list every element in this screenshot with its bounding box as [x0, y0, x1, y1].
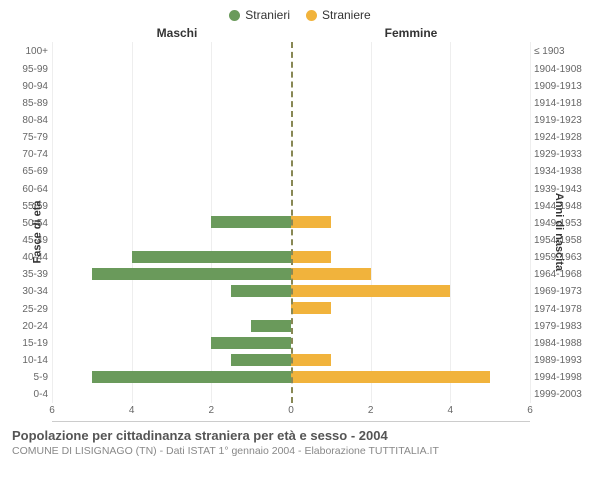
bar-female: [291, 371, 490, 383]
x-axis-ticks: 6 4 2 0 2 4 6: [52, 405, 530, 421]
center-line: [291, 42, 293, 403]
legend-label-female: Straniere: [322, 8, 371, 22]
header-female: Femmine: [294, 26, 588, 40]
year-tick: 1909-1913: [534, 79, 588, 95]
population-pyramid-chart: Stranieri Straniere Maschi Femmine Fasce…: [0, 0, 600, 500]
legend-swatch-female: [306, 10, 317, 21]
age-tick: 5-9: [12, 370, 48, 386]
age-tick: 80-84: [12, 113, 48, 129]
legend-item-female: Straniere: [306, 8, 371, 22]
x-tick: 6: [527, 405, 533, 416]
age-tick: 100+: [12, 44, 48, 60]
bar-male: [211, 216, 291, 228]
year-tick: 1984-1988: [534, 336, 588, 352]
year-tick: 1924-1928: [534, 130, 588, 146]
year-tick: 1999-2003: [534, 387, 588, 403]
y-axis-label-right: Anni di nascita: [553, 193, 565, 271]
x-tick: 2: [209, 405, 215, 416]
age-tick: 25-29: [12, 302, 48, 318]
bar-male: [211, 337, 291, 349]
year-tick: 1934-1938: [534, 164, 588, 180]
age-tick: 90-94: [12, 79, 48, 95]
year-tick: 1969-1973: [534, 284, 588, 300]
year-tick: 1904-1908: [534, 62, 588, 78]
bar-male: [231, 285, 291, 297]
bar-male: [132, 251, 291, 263]
bar-female: [291, 216, 331, 228]
x-tick: 4: [129, 405, 135, 416]
year-tick: 1994-1998: [534, 370, 588, 386]
bar-male: [251, 320, 291, 332]
year-tick: 1919-1923: [534, 113, 588, 129]
chart-title: Popolazione per cittadinanza straniera p…: [12, 428, 588, 443]
age-tick: 35-39: [12, 267, 48, 283]
legend-label-male: Stranieri: [245, 8, 290, 22]
bar-female: [291, 354, 331, 366]
bar-female: [291, 268, 371, 280]
year-tick: 1914-1918: [534, 96, 588, 112]
legend-swatch-male: [229, 10, 240, 21]
x-tick: 2: [368, 405, 374, 416]
bar-female: [291, 251, 331, 263]
year-tick: 1989-1993: [534, 353, 588, 369]
header-male: Maschi: [12, 26, 294, 40]
age-tick: 95-99: [12, 62, 48, 78]
year-tick: 1974-1978: [534, 302, 588, 318]
bars-area: 6 4 2 0 2 4 6: [52, 42, 530, 422]
age-tick: 65-69: [12, 164, 48, 180]
age-tick: 75-79: [12, 130, 48, 146]
year-tick: ≤ 1903: [534, 44, 588, 60]
year-tick: 1929-1933: [534, 147, 588, 163]
age-tick: 30-34: [12, 284, 48, 300]
x-tick: 4: [448, 405, 454, 416]
column-headers: Maschi Femmine: [12, 26, 588, 40]
legend-item-male: Stranieri: [229, 8, 290, 22]
bar-female: [291, 302, 331, 314]
age-tick: 60-64: [12, 182, 48, 198]
grid-line: [530, 42, 531, 403]
bar-male: [92, 268, 291, 280]
x-tick: 0: [288, 405, 294, 416]
chart-footer: Popolazione per cittadinanza straniera p…: [12, 428, 588, 457]
legend: Stranieri Straniere: [12, 8, 588, 22]
bar-male: [231, 354, 291, 366]
plot-area: Fasce di età 100+ 95-9990-9485-8980-8475-…: [12, 42, 588, 422]
bar-female: [291, 285, 450, 297]
x-tick: 6: [49, 405, 55, 416]
age-tick: 10-14: [12, 353, 48, 369]
chart-source: COMUNE DI LISIGNAGO (TN) - Dati ISTAT 1°…: [12, 445, 588, 457]
age-tick: 20-24: [12, 319, 48, 335]
bar-male: [92, 371, 291, 383]
age-tick: 15-19: [12, 336, 48, 352]
age-tick: 0-4: [12, 387, 48, 403]
age-tick: 85-89: [12, 96, 48, 112]
age-tick: 70-74: [12, 147, 48, 163]
year-tick: 1979-1983: [534, 319, 588, 335]
y-axis-label-left: Fasce di età: [31, 201, 43, 264]
